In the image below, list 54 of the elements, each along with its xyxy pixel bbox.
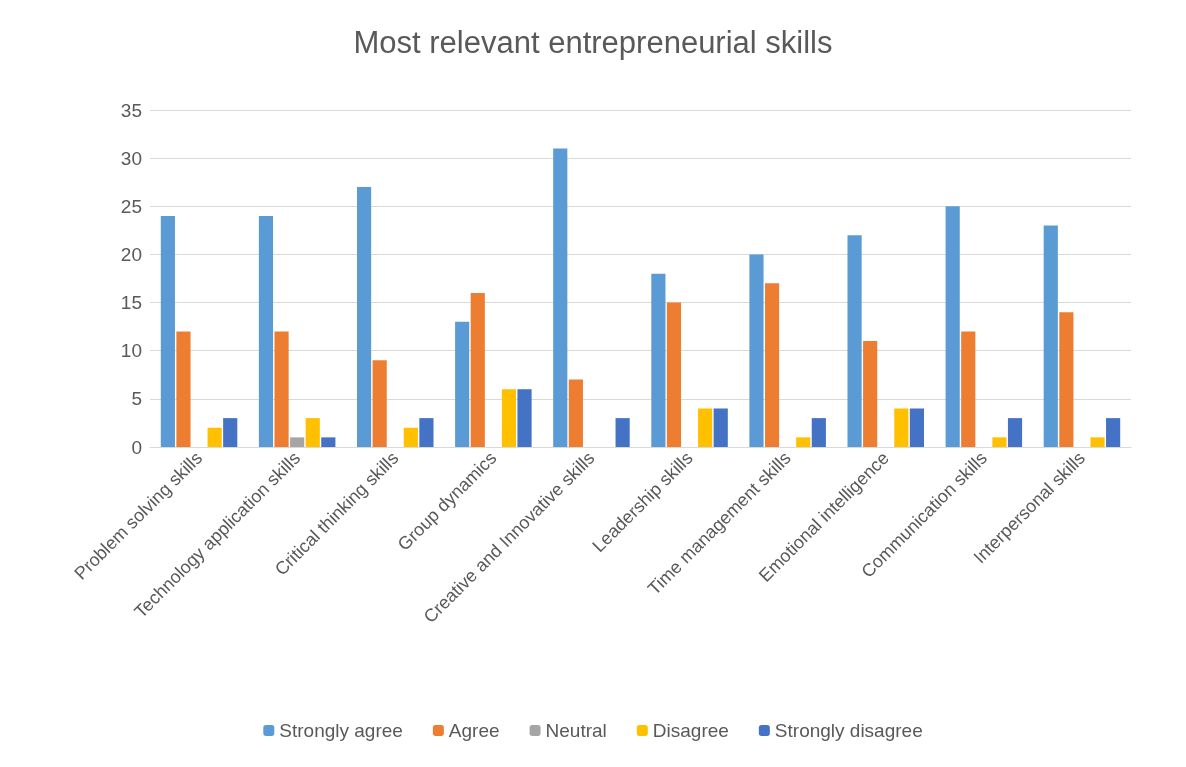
bar <box>1106 418 1121 447</box>
legend-label: Neutral <box>545 720 607 741</box>
bar <box>1090 437 1105 447</box>
bar <box>811 418 826 447</box>
bar <box>945 206 960 447</box>
bar <box>992 437 1007 447</box>
bar <box>666 302 682 447</box>
bar <box>553 148 568 447</box>
bar <box>455 321 470 447</box>
bar <box>321 437 336 447</box>
bar <box>372 360 387 447</box>
bar <box>419 418 434 447</box>
bar <box>863 341 878 447</box>
y-tick-label: 0 <box>131 436 142 458</box>
bar <box>894 408 909 447</box>
y-tick-label: 20 <box>120 243 142 265</box>
bar <box>274 331 289 447</box>
bar <box>207 427 222 447</box>
bar <box>698 408 713 447</box>
bar <box>847 235 862 447</box>
bar <box>470 292 485 447</box>
bar <box>290 437 305 447</box>
bar <box>961 331 976 447</box>
bar <box>796 437 811 447</box>
bar <box>1007 418 1023 447</box>
bar <box>403 427 418 447</box>
bar <box>909 408 925 447</box>
bar <box>258 215 274 447</box>
bar <box>356 187 372 447</box>
legend-label: Strongly disagree <box>774 720 923 741</box>
legend-label: Strongly agree <box>279 720 403 741</box>
bar <box>615 418 630 447</box>
y-tick-label: 35 <box>120 99 142 121</box>
y-tick-label: 15 <box>120 292 142 314</box>
bar <box>651 273 666 447</box>
chart-title: Most relevant entrepreneurial skills <box>353 25 833 60</box>
bar <box>305 418 320 447</box>
bar <box>176 331 191 447</box>
bar <box>501 389 517 447</box>
legend-label: Disagree <box>652 720 729 741</box>
bar <box>764 283 780 447</box>
bar <box>223 418 238 447</box>
y-tick-label: 10 <box>120 340 142 362</box>
bar <box>1059 312 1074 447</box>
bar <box>749 254 764 447</box>
y-tick-label: 30 <box>120 147 142 169</box>
bar <box>1043 225 1058 447</box>
y-tick-label: 25 <box>120 195 142 217</box>
bar <box>568 379 583 447</box>
bar <box>713 408 728 447</box>
legend-label: Agree <box>448 720 500 741</box>
bar <box>517 389 532 447</box>
bar <box>160 215 175 447</box>
y-tick-label: 5 <box>131 388 142 410</box>
